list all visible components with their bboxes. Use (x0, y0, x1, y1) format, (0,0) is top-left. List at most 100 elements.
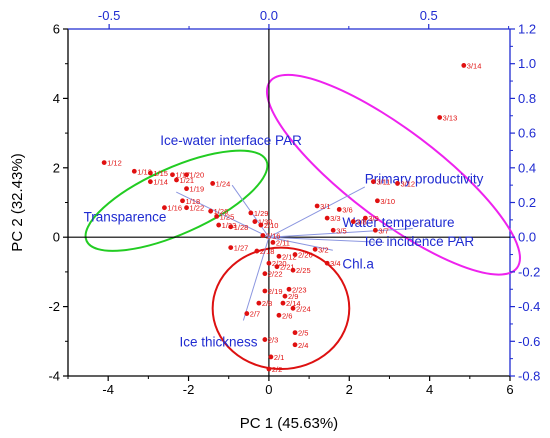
point-label-2-14: 2/14 (286, 299, 301, 308)
right-y-tick-label-8: 0.8 (518, 91, 536, 106)
point-2-8 (256, 300, 262, 306)
point-label-1-19: 1/19 (190, 185, 205, 194)
point-1-14 (147, 179, 153, 185)
loading-line-primary-productivity (268, 186, 366, 238)
point-1-17 (170, 172, 175, 178)
loading-vectors: Ice-water interface PAR Transparence Prima… (84, 133, 484, 349)
right-y-tick-label-0: -0.8 (518, 369, 540, 384)
group-ellipse-green (84, 149, 269, 252)
loading-line-ice-thickness (242, 237, 270, 321)
group-ellipse-red (211, 246, 351, 371)
point-label-2-8: 2/8 (262, 299, 272, 308)
point-label-1-26: 1/26 (214, 207, 229, 216)
point-1-21 (174, 177, 179, 183)
point-label-2-7: 2/7 (250, 310, 260, 319)
right-y-tick-label-3: -0.2 (518, 264, 540, 279)
point-3-14 (461, 63, 467, 68)
loading-label-primary-productivity: Primary productivity (365, 171, 484, 186)
point-1-15 (147, 170, 153, 176)
point-label-2-9: 2/9 (288, 292, 298, 301)
loading-label-ice-thickness: Ice thickness (179, 335, 257, 350)
point-label-1-12: 1/12 (107, 159, 122, 168)
point-label-3-10: 3/10 (380, 197, 395, 206)
right-y-tick-label-10: 1.2 (518, 22, 536, 37)
point-label-1-20: 1/20 (190, 171, 205, 180)
point-label-2-22: 2/22 (268, 270, 283, 279)
point-2-21 (274, 264, 280, 270)
point-3-9 (362, 215, 368, 221)
y-tick-label-2: 0 (53, 230, 60, 245)
point-label-1-15: 1/15 (153, 169, 168, 178)
right-y-tick-label-6: 0.4 (518, 160, 536, 175)
point-label-2-3: 2/3 (268, 336, 278, 345)
point-2-5 (292, 330, 298, 336)
point-2-25 (290, 267, 296, 273)
point-2-24 (290, 305, 296, 311)
point-3-2 (312, 246, 318, 252)
top-x-tick-label-1: 0.0 (260, 8, 278, 23)
x-axis-bottom: -4 -2 0 2 4 6 (67, 376, 514, 397)
y-tick-label-0: -4 (48, 369, 60, 384)
point-label-3-7: 3/7 (378, 226, 388, 235)
point-label-3-14: 3/14 (467, 61, 482, 70)
loading-label-water-temperature: Water temperature (342, 215, 454, 230)
x-tick-label-5: 6 (506, 382, 513, 397)
point-label-2-21: 2/21 (280, 263, 295, 272)
top-x-tick-label-2: 0.5 (420, 8, 438, 23)
point-label-2-19: 2/19 (268, 287, 283, 296)
x-tick-label-4: 4 (426, 382, 433, 397)
point-2-16 (260, 233, 266, 238)
point-1-28 (228, 224, 234, 230)
right-y-tick-label-2: -0.4 (518, 299, 540, 314)
point-1-29 (248, 210, 254, 216)
point-1-24 (210, 181, 216, 186)
y-tick-label-5: 6 (53, 22, 60, 37)
loading-label-transparence: Transparence (84, 210, 167, 225)
point-label-1-18: 1/18 (186, 197, 201, 206)
point-label-2-16: 2/16 (266, 231, 281, 240)
point-1-27 (228, 245, 234, 251)
point-1-18 (180, 198, 185, 204)
point-label-3-9: 3/9 (368, 214, 378, 223)
point-label-2-6: 2/6 (282, 311, 292, 320)
point-1-22 (184, 205, 189, 211)
x-tick-label-3: 2 (346, 382, 353, 397)
point-2-4 (292, 342, 298, 348)
point-label-1-22: 1/22 (190, 204, 205, 213)
y-tick-label-1: -2 (48, 299, 60, 314)
point-3-10 (375, 198, 380, 204)
point-label-3-1: 3/1 (320, 202, 330, 211)
x-tick-label-0: -4 (102, 382, 114, 397)
y-axis-left: -4 -2 0 2 4 6 (48, 22, 68, 384)
point-label-1-27: 1/27 (234, 244, 249, 253)
group-ellipses (84, 73, 521, 371)
point-label-3-2: 3/2 (318, 245, 328, 254)
point-2-14 (280, 300, 286, 306)
point-1-13 (131, 168, 137, 174)
point-1-25 (214, 213, 220, 219)
point-2-7 (244, 311, 250, 316)
point-label-1-13: 1/13 (137, 167, 152, 176)
point-3-11 (370, 179, 376, 185)
point-label-1-25: 1/25 (220, 212, 235, 221)
point-2-11 (270, 240, 276, 245)
right-y-tick-label-5: 0.2 (518, 195, 536, 210)
y-axis-title: PC 2 (32.43%) (9, 153, 26, 251)
point-2-9 (282, 293, 288, 299)
x-tick-label-1: -2 (183, 382, 195, 397)
point-1-16 (162, 205, 167, 211)
point-3-3 (324, 215, 330, 221)
point-label-3-6: 3/6 (342, 205, 352, 214)
point-3-12 (395, 181, 400, 186)
point-label-2-4: 2/4 (298, 341, 308, 350)
point-2-2 (266, 366, 272, 372)
right-y-tick-label-1: -0.6 (518, 334, 540, 349)
point-2-1 (268, 354, 274, 360)
point-label-3-4: 3/4 (330, 259, 340, 268)
point-2-20 (266, 260, 272, 266)
point-label-1-29: 1/29 (254, 209, 269, 218)
point-1-23 (216, 222, 222, 228)
point-label-1-16: 1/16 (167, 204, 182, 213)
point-3-13 (437, 115, 443, 120)
point-2-26 (292, 252, 298, 257)
